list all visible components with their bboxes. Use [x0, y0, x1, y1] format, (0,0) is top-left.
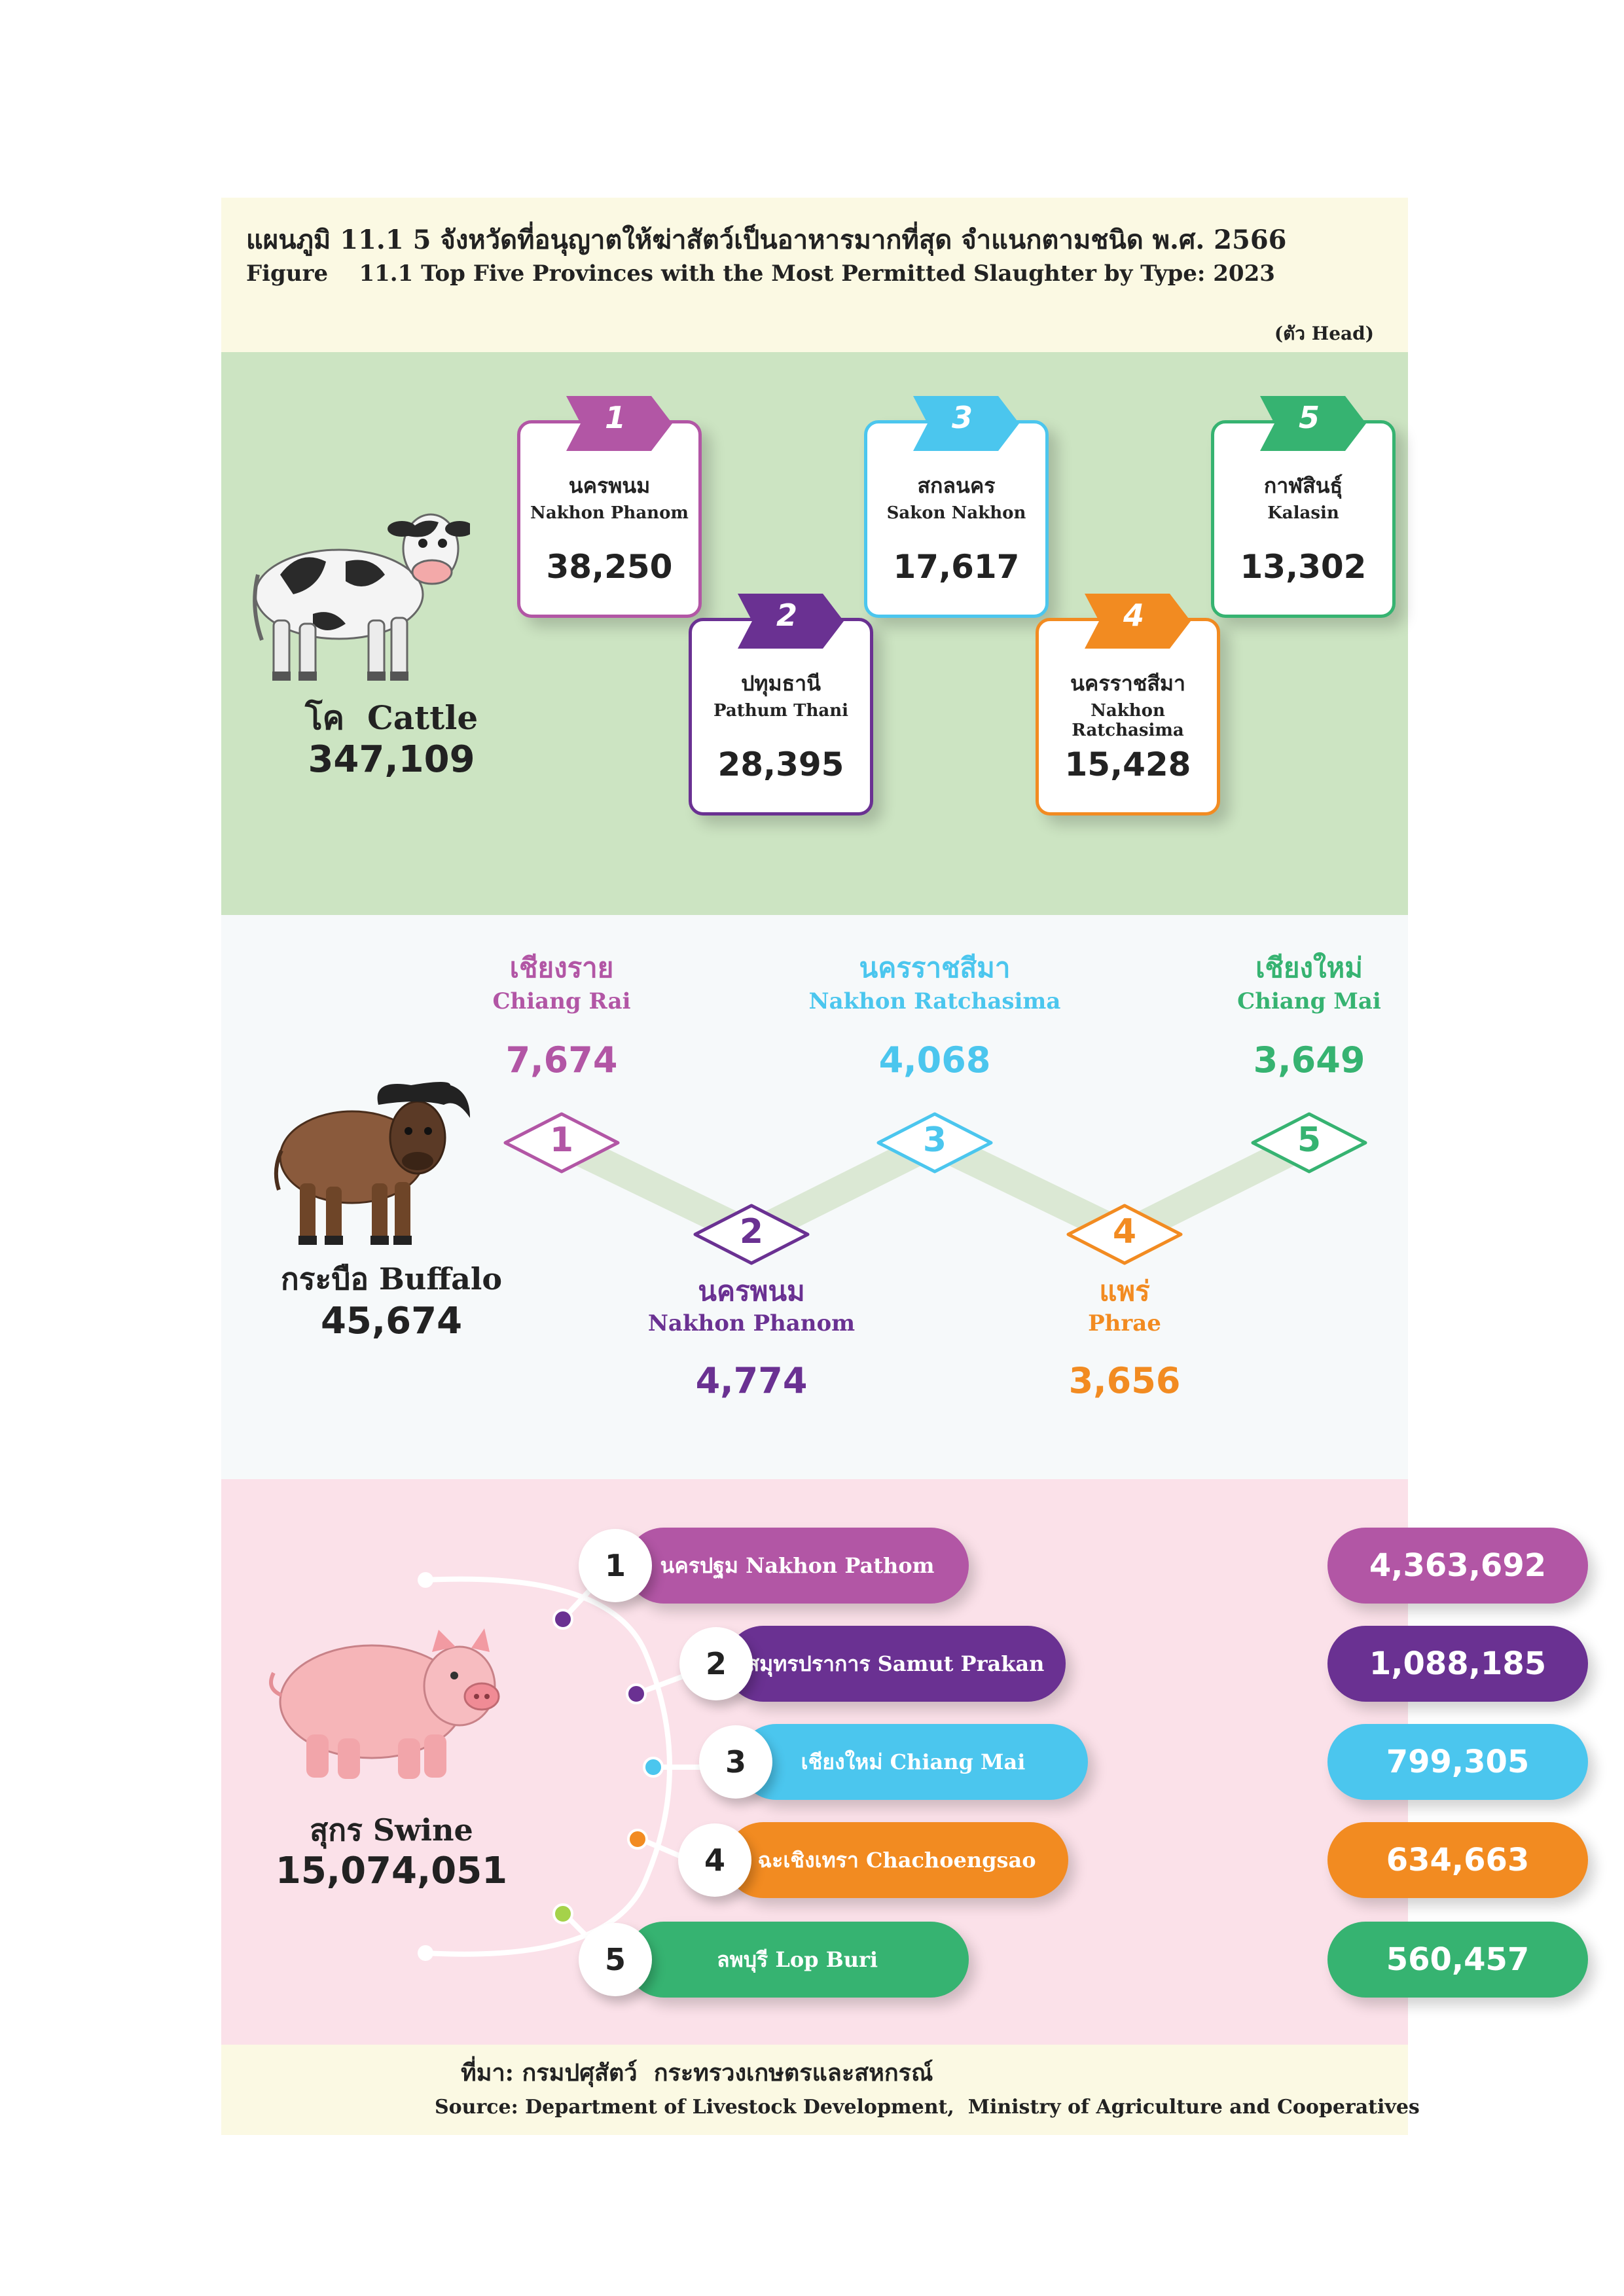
buffalo-province-th-1: เชียงราย	[509, 952, 614, 984]
rank-flag-4: 4	[1085, 594, 1216, 649]
swine-total: 15,074,051	[275, 1850, 508, 1892]
cattle-card-2: 2 ปทุมธานี Pathum Thani 28,395	[689, 594, 873, 816]
cattle-card-1: 1 นครพนม Nakhon Phanom 38,250	[517, 396, 702, 618]
title-thai: แผนภูมิ 11.1 5 จังหวัดที่อนุญาตให้ฆ่าสัต…	[246, 224, 1287, 255]
rank-flag-5: 5	[1260, 396, 1391, 451]
value: 17,617	[893, 548, 1020, 586]
cattle-card-5: 5 กาฬสินธุ์ Kalasin 13,302	[1211, 396, 1396, 618]
cattle-panel: โค Cattle 347,109 1 นครพนม Nakhon Phanom…	[221, 352, 1408, 915]
buffalo-rank-4: 4	[1066, 1203, 1183, 1266]
rank-flag-3: 3	[913, 396, 1044, 451]
province-th: ปทุมธานี	[741, 671, 821, 696]
header-panel: แผนภูมิ 11.1 5 จังหวัดที่อนุญาตให้ฆ่าสัต…	[221, 198, 1408, 352]
province-th: นครพนม	[568, 473, 651, 498]
swine-province-4: ฉะเชิงเทรา Chachoengsao	[725, 1822, 1068, 1898]
swine-rank-1: 1	[579, 1529, 652, 1602]
buffalo-illustration	[274, 1082, 470, 1245]
swine-province-2: สมุทรปราการ Samut Prakan	[725, 1626, 1066, 1702]
buffalo-province-th-3: นครราชสีมา	[859, 952, 1011, 984]
swine-value-5: 560,457	[1327, 1922, 1588, 1998]
swine-value-4: 634,663	[1327, 1822, 1588, 1898]
footer-panel: ที่มา: กรมปศุสัตว์ กระทรวงเกษตรและสหกรณ์…	[221, 2045, 1420, 2135]
buffalo-value-5: 3,649	[1253, 1039, 1365, 1081]
buffalo-province-en-5: Chiang Mai	[1237, 988, 1381, 1014]
cow-illustration	[253, 513, 470, 681]
swine-value-1: 4,363,692	[1327, 1528, 1588, 1604]
source-english: Source: Department of Livestock Developm…	[435, 2096, 1420, 2119]
cattle-card-3: 3 สกลนคร Sakon Nakhon 17,617	[864, 396, 1049, 618]
buffalo-province-th-4: แพร่	[1099, 1275, 1150, 1307]
buffalo-province-en-4: Phrae	[1088, 1310, 1161, 1336]
swine-province-3: เชียงใหม่ Chiang Mai	[738, 1724, 1088, 1800]
unit-label: (ตัว Head)	[1274, 323, 1374, 344]
province-en: Nakhon Ratchasima	[1072, 701, 1184, 740]
swine-province-1: นครปฐม Nakhon Pathom	[626, 1528, 969, 1604]
swine-province-5: ลพบุรี Lop Buri	[626, 1922, 969, 1998]
swine-rank-2: 2	[679, 1627, 753, 1700]
buffalo-panel: กระบือ Buffalo 45,674 เชียงราย Chiang Ra…	[221, 915, 1408, 1479]
buffalo-label: กระบือ Buffalo	[280, 1261, 503, 1297]
buffalo-province-th-2: นครพนม	[698, 1275, 805, 1307]
swine-label: สุกร Swine	[310, 1812, 473, 1848]
buffalo-value-4: 3,656	[1068, 1360, 1181, 1401]
buffalo-value-1: 7,674	[505, 1039, 618, 1081]
value: 13,302	[1240, 548, 1367, 586]
title-english: Figure 11.1 Top Five Provinces with the …	[246, 260, 1275, 287]
province-en: Nakhon Phanom	[530, 503, 689, 523]
buffalo-value-3: 4,068	[878, 1039, 991, 1081]
province-th: กาฬสินธุ์	[1263, 473, 1343, 498]
value: 15,428	[1064, 745, 1191, 783]
buffalo-total: 45,674	[320, 1300, 463, 1342]
cattle-card-4: 4 นครราชสีมา Nakhon Ratchasima 15,428	[1036, 594, 1220, 816]
buffalo-province-en-2: Nakhon Phanom	[647, 1310, 856, 1336]
source-thai: ที่มา: กรมปศุสัตว์ กระทรวงเกษตรและสหกรณ์	[461, 2059, 933, 2087]
pig-illustration	[269, 1628, 500, 1779]
buffalo-rank-5: 5	[1250, 1111, 1368, 1174]
buffalo-value-2: 4,774	[695, 1360, 808, 1401]
cattle-label-en: Cattle	[367, 698, 478, 737]
buffalo-province-th-5: เชียงใหม่	[1255, 952, 1363, 984]
value: 28,395	[717, 745, 844, 783]
buffalo-rank-3: 3	[876, 1111, 994, 1174]
cattle-label: โค Cattle	[261, 692, 522, 744]
swine-rank-4: 4	[678, 1823, 751, 1897]
rank-flag-2: 2	[738, 594, 869, 649]
province-en: Sakon Nakhon	[886, 503, 1026, 523]
rank-flag-1: 1	[566, 396, 697, 451]
province-th: นครราชสีมา	[1070, 671, 1185, 696]
buffalo-province-en-1: Chiang Rai	[492, 988, 631, 1014]
swine-value-3: 799,305	[1327, 1724, 1588, 1800]
swine-rank-3: 3	[699, 1725, 772, 1799]
swine-rank-5: 5	[579, 1923, 652, 1996]
swine-panel: สุกร Swine 15,074,051 นครปฐม Nakhon Path…	[221, 1479, 1588, 2045]
province-en: Pathum Thani	[713, 701, 848, 721]
province-en: Kalasin	[1267, 503, 1339, 523]
buffalo-province-en-3: Nakhon Ratchasima	[808, 988, 1061, 1014]
buffalo-rank-1: 1	[503, 1111, 621, 1174]
province-th: สกลนคร	[917, 473, 996, 498]
cattle-label-th: โค	[304, 698, 345, 737]
swine-value-2: 1,088,185	[1327, 1626, 1588, 1702]
value: 38,250	[546, 548, 673, 586]
cattle-total: 347,109	[308, 738, 475, 781]
buffalo-rank-2: 2	[693, 1203, 810, 1266]
